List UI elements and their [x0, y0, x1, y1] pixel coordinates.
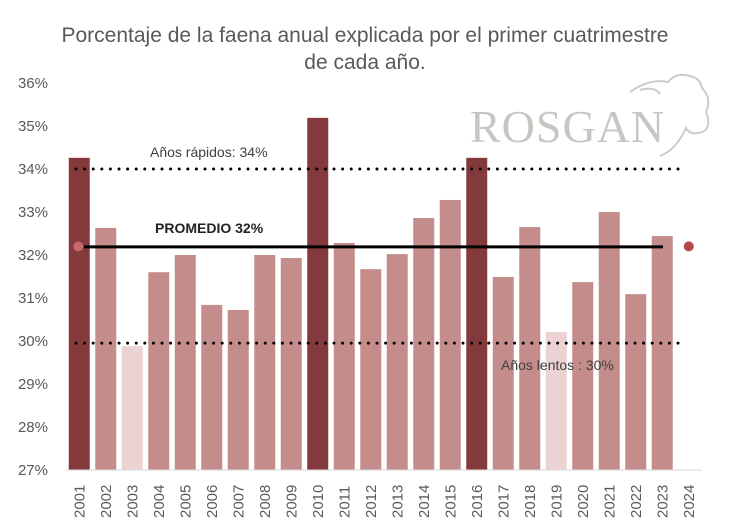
x-tick-label: 2012	[363, 485, 380, 518]
y-tick-label: 32%	[18, 247, 48, 264]
bar-2013	[386, 254, 408, 470]
average-label: PROMEDIO 32%	[155, 220, 264, 236]
y-tick-label: 27%	[18, 462, 48, 479]
y-tick-label: 28%	[18, 419, 48, 436]
x-tick-label: 2003	[124, 485, 141, 518]
cow-head-icon	[629, 73, 710, 157]
fast-years-label: Años rápidos: 34%	[150, 144, 268, 160]
x-tick-label: 2006	[204, 485, 221, 518]
marker-2001	[73, 241, 84, 252]
bar-2017	[492, 276, 514, 470]
slow-years-label: Años lentos : 30%	[501, 357, 614, 373]
bar-2008	[254, 255, 276, 470]
y-tick-label: 30%	[18, 333, 48, 350]
logo-text: ROSGAN	[470, 101, 665, 152]
bar-2021	[598, 212, 620, 470]
x-tick-label: 2023	[654, 485, 671, 518]
bar-2005	[174, 255, 196, 470]
bar-2007	[227, 310, 249, 470]
x-tick-label: 2013	[389, 485, 406, 518]
bar-2001	[68, 157, 90, 470]
bar-2019	[545, 331, 567, 470]
x-tick-label: 2014	[416, 485, 433, 518]
bar-2016	[466, 157, 488, 470]
x-tick-label: 2016	[469, 485, 486, 518]
y-tick-label: 33%	[18, 204, 48, 221]
bar-2018	[519, 227, 541, 470]
bar-2010	[307, 117, 329, 470]
x-tick-label: 2011	[336, 486, 353, 518]
chart-title: Porcentaje de la faena anual explicada p…	[61, 24, 669, 74]
bar-2014	[413, 218, 435, 470]
x-tick-label: 2002	[98, 485, 115, 518]
x-tick-label: 2017	[495, 485, 512, 518]
x-tick-label: 2024	[681, 485, 698, 518]
bar-2015	[439, 199, 461, 470]
bar-2023	[651, 236, 673, 470]
bar-2003	[121, 346, 143, 470]
bar-2012	[360, 269, 382, 470]
bar-2002	[95, 227, 117, 470]
bar-2020	[572, 282, 594, 470]
y-tick-label: 35%	[18, 118, 48, 135]
x-tick-label: 2020	[575, 485, 592, 518]
marker-2024	[683, 241, 694, 252]
x-tick-label: 2005	[177, 485, 194, 518]
y-tick-label: 29%	[18, 376, 48, 393]
x-tick-label: 2010	[310, 485, 327, 518]
bar-2011	[333, 242, 355, 470]
rosgan-logo: ROSGAN	[470, 73, 710, 157]
bar-2009	[280, 258, 302, 470]
bar-2004	[148, 272, 170, 470]
x-tick-label: 2001	[71, 485, 88, 518]
y-tick-label: 36%	[18, 75, 48, 92]
y-tick-label: 31%	[18, 290, 48, 307]
x-tick-label: 2019	[548, 485, 565, 518]
y-tick-label: 34%	[18, 161, 48, 178]
x-tick-label: 2004	[151, 485, 168, 518]
x-tick-label: 2015	[442, 485, 459, 518]
x-tick-label: 2009	[283, 485, 300, 518]
x-tick-label: 2008	[257, 485, 274, 518]
x-tick-label: 2007	[230, 485, 247, 518]
bar-2022	[625, 294, 647, 470]
x-tick-label: 2018	[522, 485, 539, 518]
bar-2006	[201, 304, 223, 470]
x-tick-label: 2021	[601, 485, 618, 518]
x-tick-label: 2022	[628, 485, 645, 518]
